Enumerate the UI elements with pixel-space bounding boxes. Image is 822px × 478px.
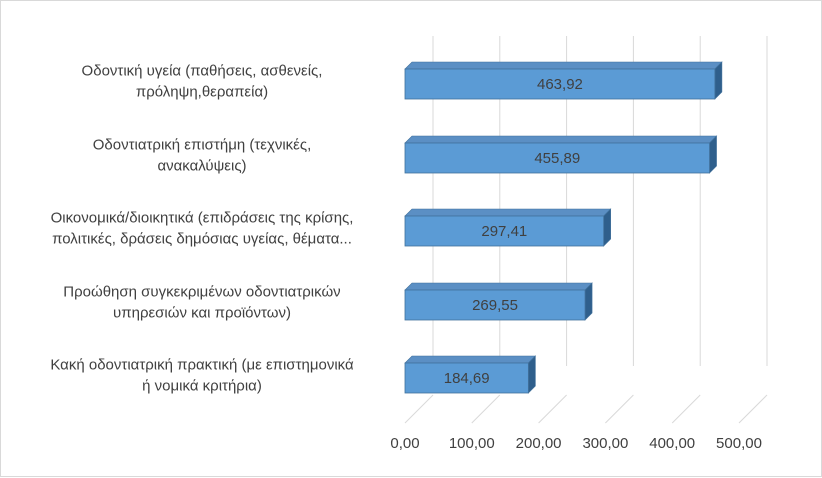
x-tick-label: 500,00: [716, 435, 762, 452]
bar-top-face: [404, 135, 718, 144]
bar-top-face: [404, 61, 723, 70]
bar: 463,92: [404, 61, 723, 100]
bar-top-face: [404, 208, 612, 217]
category-label: Προώθηση συγκεκριμένων οδοντιατρικών υπηρ…: [63, 284, 340, 322]
bar-side-face: [603, 208, 611, 247]
bar-top-face: [404, 355, 537, 364]
floor-gridline: [671, 394, 701, 424]
x-tick-label: 200,00: [516, 435, 562, 452]
bar-side-face: [714, 61, 723, 100]
floor-gridline: [605, 394, 634, 424]
category-label: Κακή οδοντιατρική πρακτική (με επιστημον…: [50, 357, 354, 395]
x-tick-label: 300,00: [582, 435, 628, 452]
bars: 463,92 455,89 297,41 269,55 184,69: [404, 61, 723, 394]
x-tick-label: 0,00: [390, 435, 419, 452]
floor-gridline: [404, 394, 434, 424]
x-axis-ticks: 0,00 100,00 200,00 300,00 400,00 500,00: [390, 435, 762, 452]
data-label: 269,55: [472, 297, 518, 314]
bar-front-face: [404, 215, 605, 247]
bar-top-face: [404, 282, 593, 291]
floor-gridline: [738, 394, 768, 424]
bar: 297,41: [404, 208, 612, 247]
bar-side-face: [528, 355, 536, 394]
bar-front-face: [404, 68, 716, 100]
floor-gridline: [538, 394, 567, 424]
category-labels: Οδοντική υγεία (παθήσεις, ασθενείς, πρόλη…: [50, 63, 354, 395]
bar-front-face: [404, 362, 529, 394]
bar: 269,55: [404, 282, 593, 321]
data-label: 463,92: [537, 76, 583, 93]
x-tick-label: 400,00: [649, 435, 695, 452]
category-label: Οδοντική υγεία (παθήσεις, ασθενείς, πρόλη…: [82, 63, 323, 101]
data-label: 297,41: [481, 223, 527, 240]
category-label: Οικονομικά/διοικητικά (επιδράσεις της κρ…: [51, 210, 354, 248]
floor-gridline: [471, 394, 501, 424]
data-label: 455,89: [534, 150, 580, 167]
bar-front-face: [404, 142, 710, 174]
bar: 455,89: [404, 135, 718, 174]
bar: 184,69: [404, 355, 537, 394]
bar-side-face: [709, 135, 717, 174]
x-tick-label: 100,00: [449, 435, 495, 452]
category-label: Οδοντιατρική επιστήμη (τεχνικές, ανακαλύψ…: [93, 137, 312, 175]
bar-side-face: [584, 282, 593, 321]
bar-front-face: [404, 289, 586, 321]
data-label: 184,69: [444, 370, 490, 387]
